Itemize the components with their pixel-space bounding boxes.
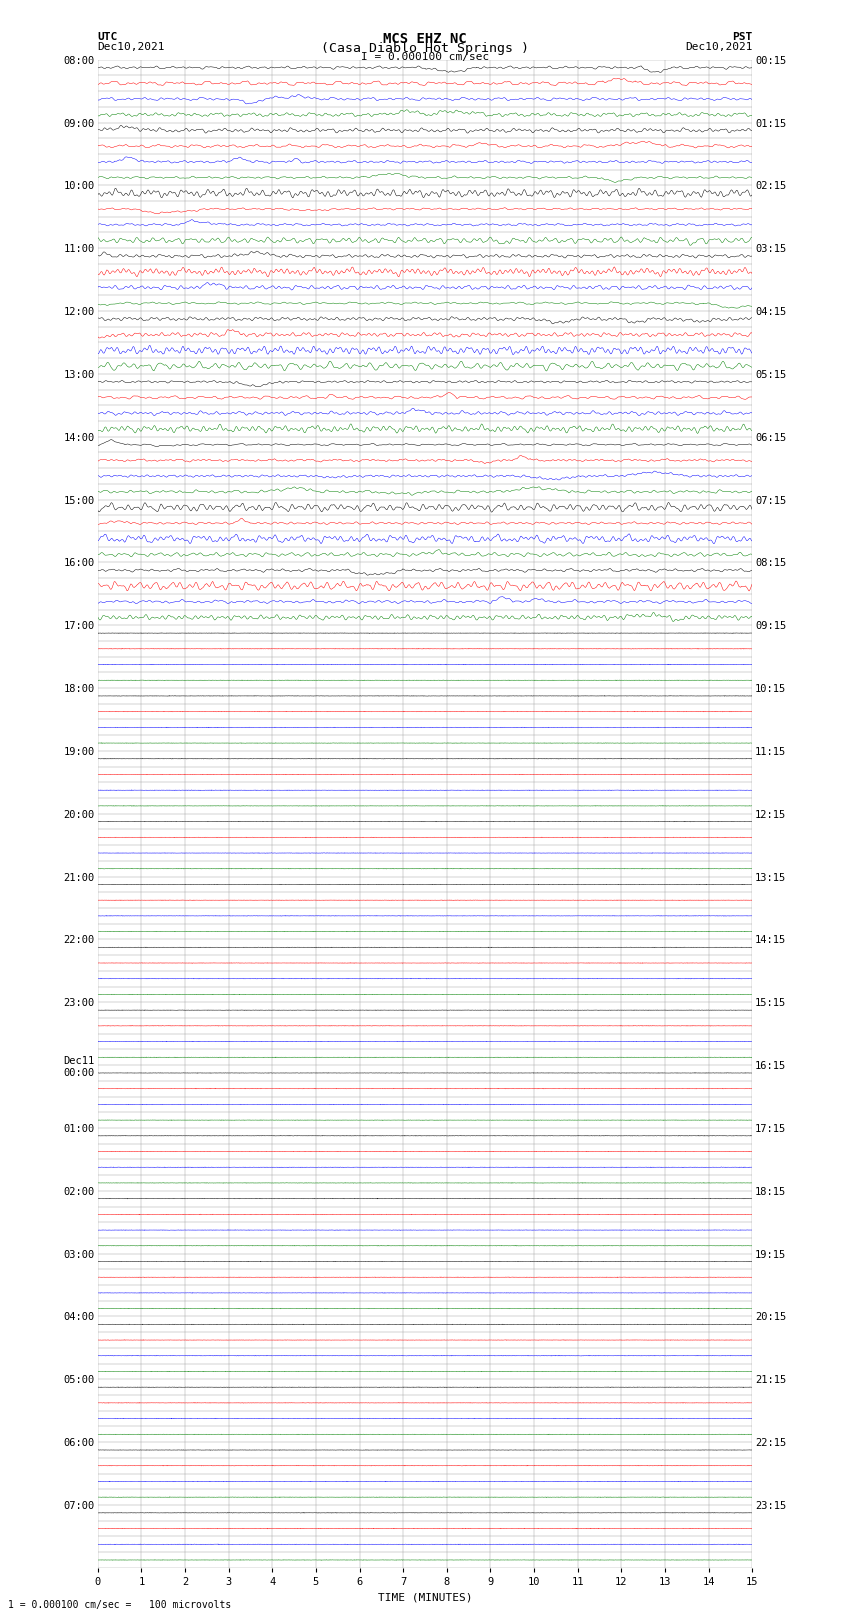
Text: Dec10,2021: Dec10,2021 [98, 42, 165, 52]
Text: MCS EHZ NC: MCS EHZ NC [383, 32, 467, 47]
Text: I = 0.000100 cm/sec: I = 0.000100 cm/sec [361, 52, 489, 61]
Text: (Casa Diablo Hot Springs ): (Casa Diablo Hot Springs ) [321, 42, 529, 55]
Text: UTC: UTC [98, 32, 118, 42]
Text: PST: PST [732, 32, 752, 42]
Text: Dec10,2021: Dec10,2021 [685, 42, 752, 52]
Text: 1 = 0.000100 cm/sec =   100 microvolts: 1 = 0.000100 cm/sec = 100 microvolts [8, 1600, 232, 1610]
X-axis label: TIME (MINUTES): TIME (MINUTES) [377, 1592, 473, 1602]
